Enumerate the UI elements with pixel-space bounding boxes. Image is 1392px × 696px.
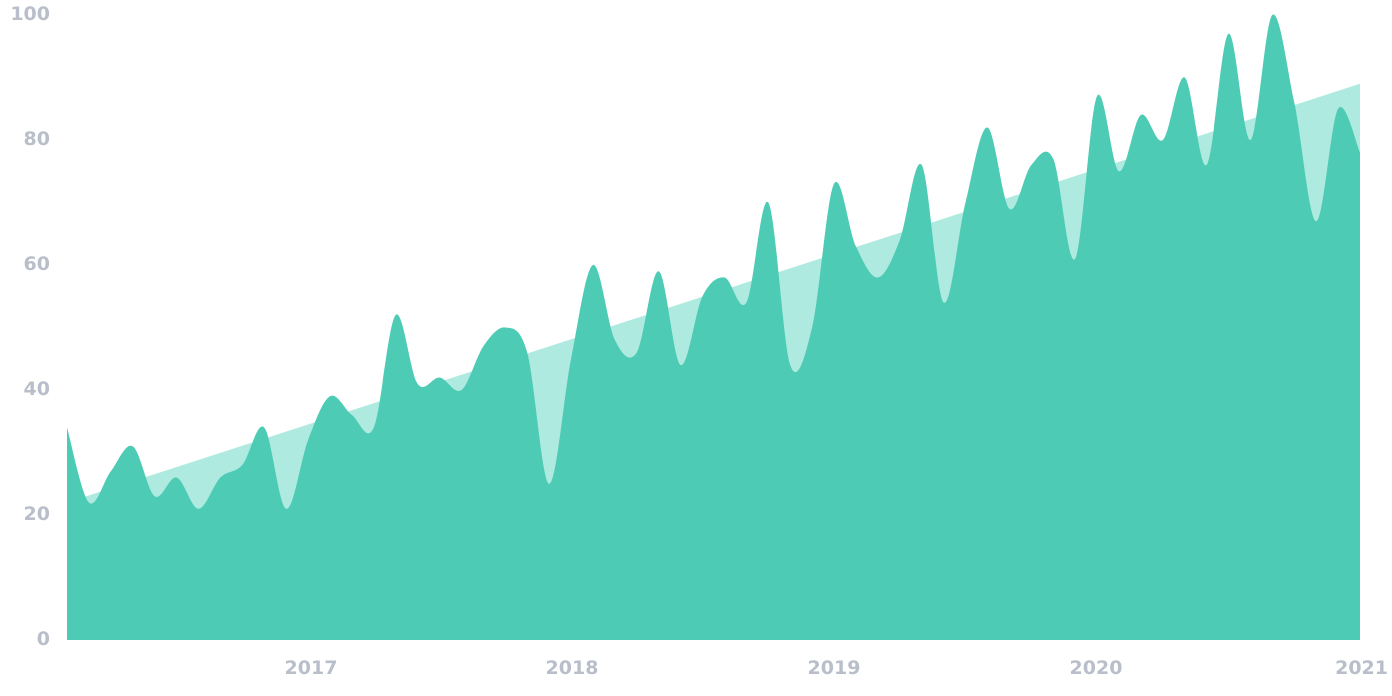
x-tick-label: 2019 bbox=[808, 657, 861, 679]
actual-area bbox=[67, 14, 1360, 641]
y-tick-label: 100 bbox=[10, 3, 50, 25]
y-tick-label: 80 bbox=[24, 128, 50, 150]
y-tick-label: 0 bbox=[37, 628, 50, 650]
x-tick-label: 2017 bbox=[285, 657, 338, 679]
y-axis: 0 20 40 60 80 100 bbox=[10, 3, 50, 650]
y-tick-label: 40 bbox=[24, 378, 50, 400]
x-tick-label: 2018 bbox=[546, 657, 599, 679]
actual-area-layer bbox=[67, 14, 1360, 641]
y-tick-label: 20 bbox=[24, 503, 50, 525]
x-tick-label: 2021 bbox=[1335, 657, 1388, 679]
x-axis: 2017 2018 2019 2020 2021 bbox=[285, 657, 1388, 679]
y-tick-label: 60 bbox=[24, 253, 50, 275]
x-tick-label: 2020 bbox=[1070, 657, 1123, 679]
